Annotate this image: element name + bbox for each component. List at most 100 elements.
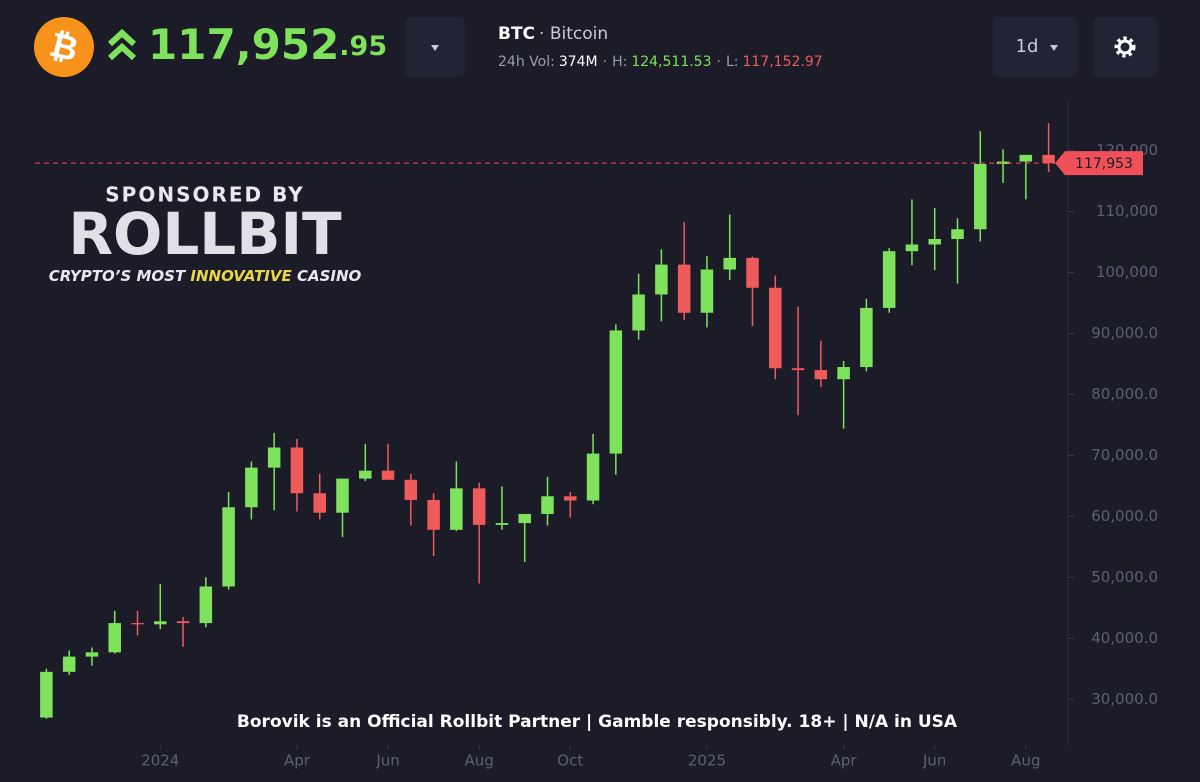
volume: 374M xyxy=(559,54,598,70)
candle-body xyxy=(860,307,873,368)
candle-body xyxy=(996,161,1010,165)
candle-body xyxy=(586,453,600,501)
y-tick-label: 70,000.0 xyxy=(1091,446,1158,464)
candle-body xyxy=(700,269,714,313)
low-label: L: xyxy=(726,54,739,70)
candle-body xyxy=(632,294,645,331)
candle-body xyxy=(267,447,281,468)
candle-body xyxy=(131,623,144,625)
y-tick-label: 30,000.0 xyxy=(1091,690,1158,708)
separator: · xyxy=(603,54,607,70)
x-tick-label: Oct xyxy=(557,752,583,770)
price-decimals: .95 xyxy=(339,31,387,62)
candle-body xyxy=(837,367,850,380)
candle-body xyxy=(677,264,691,313)
x-tick-label: Aug xyxy=(1011,752,1040,770)
candle-body xyxy=(245,467,258,508)
sponsor-brand: ROLLBIT xyxy=(68,200,342,268)
x-tick-label: Jun xyxy=(922,752,946,770)
candle-body xyxy=(176,621,190,624)
settings-button[interactable] xyxy=(1093,17,1157,77)
x-tick-label: 2024 xyxy=(141,752,179,770)
candle-body xyxy=(313,493,326,513)
candle-body xyxy=(1042,154,1055,164)
asset-title: BTC · Bitcoin xyxy=(498,24,608,44)
candle-body xyxy=(769,287,782,369)
y-tick-label: 90,000.0 xyxy=(1091,324,1158,342)
x-tick-label: 2025 xyxy=(688,752,726,770)
candle-body xyxy=(882,251,896,308)
candle-body xyxy=(404,479,418,500)
tagline-end: CASINO xyxy=(292,267,362,285)
candle-body xyxy=(450,488,463,530)
candle-body xyxy=(928,238,941,245)
high: 124,511.53 xyxy=(631,54,711,70)
y-tick-label: 80,000.0 xyxy=(1091,385,1158,403)
interval-caret xyxy=(1050,45,1058,51)
candle-body xyxy=(199,586,213,624)
y-tick-label: 60,000.0 xyxy=(1091,507,1158,525)
candle-body xyxy=(85,652,99,657)
candle-body xyxy=(472,488,486,525)
up-arrows xyxy=(107,28,137,61)
candle-body xyxy=(427,499,440,530)
candle-body xyxy=(951,229,964,239)
separator: · xyxy=(717,54,721,70)
x-tick-label: Apr xyxy=(284,752,311,770)
asset-name: · Bitcoin xyxy=(539,24,608,44)
candle-body xyxy=(564,496,577,501)
last-price-tag xyxy=(1055,151,1143,176)
low: 117,152.97 xyxy=(742,54,822,70)
gear-teeth xyxy=(1114,36,1136,58)
candle-body xyxy=(62,656,76,672)
tagline-start: CRYPTO’S MOST xyxy=(49,267,191,285)
candle-body xyxy=(495,523,509,525)
coin-icon xyxy=(34,17,94,77)
volume-label: 24h Vol: xyxy=(498,54,555,70)
interval: 1d xyxy=(1016,36,1039,57)
candle-body xyxy=(222,507,235,587)
price-integer: 117,952 xyxy=(148,20,339,69)
candle-body xyxy=(108,623,121,653)
candle-body xyxy=(336,478,349,513)
y-tick-label: 50,000.0 xyxy=(1091,568,1158,586)
interval-button[interactable] xyxy=(993,17,1077,77)
plot: 30,000.0 40,000.0 50,000.0 60,000.0 70,000.0… xyxy=(35,100,1158,770)
gear xyxy=(1117,39,1133,55)
candle-body xyxy=(518,513,531,524)
candle-body xyxy=(541,496,554,514)
x-tick-label: Aug xyxy=(465,752,494,770)
candle-body xyxy=(974,164,987,230)
candle-body xyxy=(723,257,736,270)
candle-body xyxy=(40,671,53,718)
candle-body xyxy=(609,330,623,454)
candle-body xyxy=(381,470,395,480)
symbol: BTC xyxy=(498,24,535,44)
candle-body xyxy=(791,368,805,371)
disclaimer: Borovik is an Official Rollbit Partner |… xyxy=(237,712,958,732)
candle-body xyxy=(905,244,919,252)
candle-body xyxy=(814,370,828,380)
candle-body xyxy=(359,470,372,479)
x-tick-label: Jun xyxy=(375,752,399,770)
tagline-highlight: INNOVATIVE xyxy=(190,267,292,285)
stats: 24h Vol: 374M · H: 124,511.53 · L: 117,152.97 xyxy=(498,54,823,70)
price: 117,952.95 xyxy=(148,20,387,69)
sponsor-tagline: CRYPTO’S MOST INNOVATIVE CASINO xyxy=(49,267,362,285)
candle-body xyxy=(1019,154,1033,162)
candle-body xyxy=(154,621,167,625)
candle-body xyxy=(655,264,668,295)
high-label: H: xyxy=(612,54,627,70)
last-price-label: 117,953 xyxy=(1075,156,1133,172)
sponsor-heading: SPONSORED BY xyxy=(105,183,304,207)
candle-body xyxy=(746,257,759,288)
y-tick-label: 110,000 xyxy=(1096,202,1158,220)
dropdown-caret xyxy=(431,45,439,51)
y-tick-label: 100,000 xyxy=(1096,263,1158,281)
y-tick-label: 40,000.0 xyxy=(1091,629,1158,647)
x-tick-label: Apr xyxy=(831,752,858,770)
candle-body xyxy=(290,447,304,494)
